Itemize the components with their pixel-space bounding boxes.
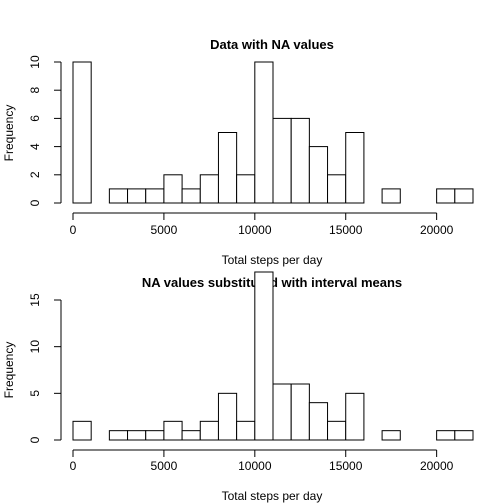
x-tick-label: 5000 — [151, 223, 178, 237]
histogram-bar — [163, 174, 183, 204]
x-tick-label: 20000 — [420, 459, 454, 473]
histogram-bar — [345, 132, 365, 204]
y-tick-label: 5 — [28, 390, 42, 397]
y-axis-label: Frequency — [2, 342, 16, 399]
x-tick-label: 20000 — [420, 223, 454, 237]
histogram-bar — [145, 430, 165, 441]
histogram-bar — [272, 117, 292, 204]
histogram-bar — [327, 420, 347, 441]
x-tick-label: 15000 — [329, 459, 363, 473]
histogram-bar — [327, 174, 347, 204]
histogram-bar — [236, 174, 256, 204]
histogram-bar — [145, 188, 165, 204]
histogram-bar — [181, 430, 201, 441]
histogram-bar — [72, 420, 92, 441]
x-tick-label: 15000 — [329, 223, 363, 237]
y-axis: 0 5 10 15 — [28, 293, 62, 443]
histogram-bar — [381, 188, 401, 204]
y-tick-label: 4 — [28, 143, 42, 150]
histogram-bar — [199, 420, 219, 441]
histogram-bar — [308, 146, 329, 204]
histogram-panel-top: Data with NA values Total steps per day … — [2, 37, 474, 267]
histogram-bar — [436, 188, 456, 204]
histogram-bar — [454, 188, 474, 204]
y-tick-label: 6 — [28, 115, 42, 122]
histogram-bar — [199, 174, 219, 204]
x-axis: 0 5000 10000 15000 20000 — [70, 212, 454, 237]
y-tick-label: 10 — [28, 55, 42, 69]
y-tick-label: 15 — [28, 293, 42, 307]
histogram-bar — [127, 430, 147, 441]
x-axis: 0 5000 10000 15000 20000 — [70, 449, 454, 473]
histogram-bar — [254, 271, 274, 441]
x-tick-label: 0 — [70, 459, 77, 473]
y-tick-label: 10 — [28, 340, 42, 354]
y-tick-label: 2 — [28, 171, 42, 178]
histogram-bar — [181, 188, 201, 204]
histogram-bar — [127, 188, 147, 204]
chart-title: Data with NA values — [210, 37, 334, 52]
x-tick-label: 0 — [70, 223, 77, 237]
histogram-bar — [217, 132, 238, 204]
bars-group — [72, 61, 474, 204]
histogram-bar — [272, 383, 292, 441]
histogram-bar — [308, 402, 329, 441]
histogram-bar — [217, 392, 238, 441]
histogram-bar — [108, 430, 129, 441]
histogram-bar — [163, 420, 183, 441]
histogram-bar — [72, 61, 92, 204]
histogram-bar — [381, 430, 401, 441]
histogram-bar — [290, 383, 310, 441]
x-tick-label: 10000 — [238, 459, 272, 473]
x-tick-label: 10000 — [238, 223, 272, 237]
histogram-bar — [254, 61, 274, 204]
histogram-bar — [236, 420, 256, 441]
x-axis-label: Total steps per day — [222, 489, 323, 503]
x-tick-label: 5000 — [151, 459, 178, 473]
histogram-bar — [345, 392, 365, 441]
histogram-panel-bottom: NA values substituted with interval mean… — [2, 271, 474, 503]
y-tick-label: 0 — [28, 436, 42, 443]
histogram-bar — [454, 430, 474, 441]
y-tick-label: 0 — [28, 199, 42, 206]
y-axis-label: Frequency — [2, 105, 16, 162]
y-tick-label: 8 — [28, 87, 42, 94]
histogram-bar — [290, 117, 310, 204]
histogram-bar — [436, 430, 456, 441]
y-axis: 0 2 4 6 8 10 — [28, 55, 62, 206]
histogram-bar — [108, 188, 129, 204]
x-axis-label: Total steps per day — [222, 253, 323, 267]
bars-group — [72, 271, 474, 441]
